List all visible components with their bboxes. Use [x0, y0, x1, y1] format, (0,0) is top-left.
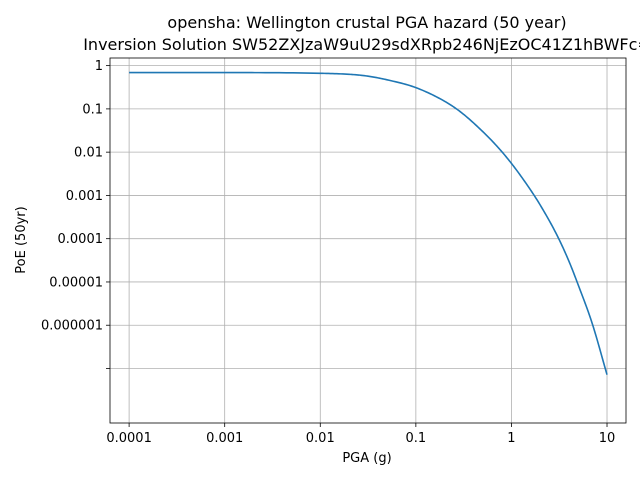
grid: [110, 58, 626, 423]
x-axis-ticks: 0.0001 0.001 0.01 0.1 1 10: [106, 423, 615, 446]
y-tick-label: 1: [95, 59, 103, 74]
x-tick-label: 1: [507, 431, 515, 446]
y-tick-label: 0.0001: [58, 232, 104, 247]
series-layer: [129, 71, 608, 375]
x-tick-label: 10: [599, 431, 616, 446]
x-axis-label: PGA (g): [342, 451, 391, 466]
y-tick-label: 0.01: [74, 146, 103, 161]
y-axis-ticks: 1 0.1 0.01 0.001 0.0001 0.00001 0.000001: [41, 59, 110, 369]
y-axis-label: PoE (50yr): [14, 206, 29, 273]
chart-subtitle: Inversion Solution SW52ZXJzaW9uU29sdXRpb…: [83, 35, 640, 54]
plot-area-frame: [109, 57, 627, 424]
y-tick-label: 0.00001: [49, 275, 103, 290]
y-tick-label: 0.000001: [41, 319, 103, 334]
x-tick-label: 0.001: [206, 431, 243, 446]
y-tick-label: 0.1: [82, 102, 103, 117]
chart-title: opensha: Wellington crustal PGA hazard (…: [167, 13, 566, 32]
y-tick-label: 0.001: [66, 189, 103, 204]
x-tick-label: 0.01: [306, 431, 335, 446]
x-tick-label: 0.1: [406, 431, 427, 446]
hazard-curve-line: [129, 71, 608, 375]
x-tick-label: 0.0001: [106, 431, 152, 446]
